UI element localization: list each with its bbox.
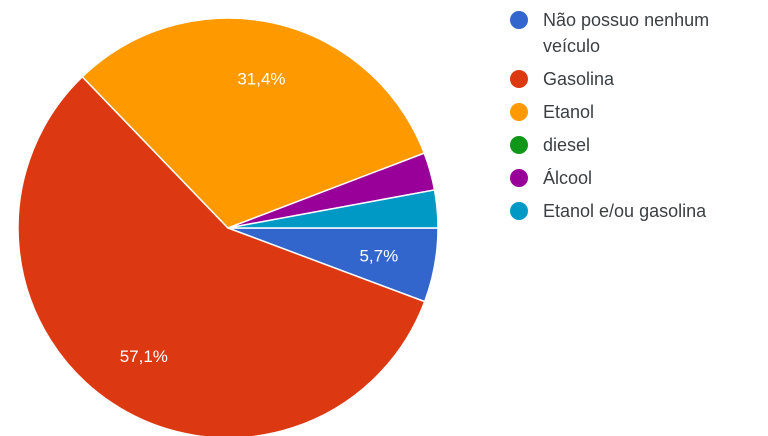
legend-label: Não possuo nenhum veículo [543,10,710,56]
legend-swatch [510,103,528,121]
legend-item-etanol[interactable]: Etanol [509,99,764,125]
legend-swatch [510,202,528,220]
legend: Não possuo nenhum veículo Gasolina Etano… [509,7,764,231]
pie-slices [17,17,439,436]
legend-swatch [510,136,528,154]
legend-swatch [510,11,528,29]
legend-item-nao-possuo[interactable]: Não possuo nenhum veículo [509,7,764,59]
pie-slice-labels: 5,7% 57,1% 31,4% [120,69,398,366]
legend-label: Etanol e/ou gasolina [543,201,707,221]
slice-percent-label: 5,7% [359,246,398,265]
legend-label: Etanol [543,102,595,122]
pie-slice-etanol-e-ou-gasolina[interactable] [227,189,439,229]
legend-label: Álcool [543,168,593,188]
legend-item-alcool[interactable]: Álcool [509,165,764,191]
legend-swatch [510,70,528,88]
legend-item-gasolina[interactable]: Gasolina [509,66,764,92]
legend-swatch [510,169,528,187]
legend-item-diesel[interactable]: diesel [509,132,764,158]
legend-label: diesel [543,135,591,155]
legend-item-etanol-ou-gasolina[interactable]: Etanol e/ou gasolina [509,198,764,224]
legend-label: Gasolina [543,69,615,89]
slice-percent-label: 57,1% [120,347,168,366]
slice-percent-label: 31,4% [237,69,285,88]
pie-slice-etanol[interactable] [81,17,426,229]
pie-slice-gasolina[interactable] [17,75,426,436]
